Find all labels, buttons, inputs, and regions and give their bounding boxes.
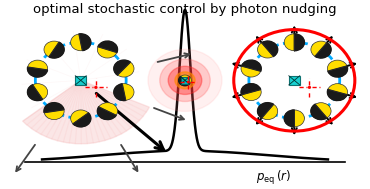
- Wedge shape: [328, 66, 347, 77]
- Bar: [75, 76, 86, 85]
- Circle shape: [327, 60, 347, 77]
- Circle shape: [160, 59, 210, 101]
- Circle shape: [97, 103, 118, 120]
- Circle shape: [311, 103, 331, 120]
- Circle shape: [114, 84, 134, 101]
- Circle shape: [327, 84, 347, 101]
- Wedge shape: [284, 110, 294, 127]
- Wedge shape: [315, 43, 331, 58]
- Circle shape: [44, 103, 64, 120]
- Circle shape: [148, 49, 222, 111]
- Wedge shape: [311, 104, 327, 120]
- Circle shape: [27, 84, 48, 101]
- Circle shape: [179, 75, 191, 85]
- Circle shape: [258, 103, 278, 120]
- Circle shape: [188, 81, 189, 83]
- Circle shape: [258, 41, 278, 58]
- Circle shape: [168, 66, 202, 94]
- Circle shape: [241, 84, 261, 101]
- Wedge shape: [49, 42, 64, 58]
- Circle shape: [27, 60, 48, 77]
- Wedge shape: [242, 60, 261, 71]
- Wedge shape: [258, 103, 273, 118]
- Circle shape: [284, 110, 305, 127]
- Wedge shape: [44, 103, 64, 113]
- Wedge shape: [79, 34, 91, 51]
- Wedge shape: [114, 60, 130, 75]
- Wedge shape: [262, 41, 278, 56]
- Bar: [181, 77, 189, 84]
- Bar: [289, 76, 300, 85]
- Wedge shape: [98, 41, 118, 53]
- Text: $p_\mathrm{eq}\,(r)$: $p_\mathrm{eq}\,(r)$: [256, 169, 291, 187]
- Circle shape: [241, 60, 261, 77]
- Wedge shape: [294, 34, 305, 51]
- Circle shape: [114, 60, 134, 77]
- Wedge shape: [27, 85, 43, 101]
- Wedge shape: [179, 77, 189, 86]
- Wedge shape: [73, 113, 91, 127]
- Circle shape: [44, 41, 64, 58]
- Circle shape: [182, 78, 188, 83]
- Circle shape: [179, 75, 191, 86]
- Circle shape: [71, 34, 91, 51]
- Circle shape: [311, 41, 331, 58]
- Wedge shape: [23, 80, 149, 144]
- Circle shape: [95, 87, 97, 88]
- Circle shape: [175, 72, 195, 89]
- Wedge shape: [114, 84, 126, 101]
- Text: optimal stochastic control by photon nudging: optimal stochastic control by photon nud…: [33, 3, 337, 16]
- Circle shape: [71, 110, 91, 127]
- Circle shape: [97, 41, 118, 58]
- Circle shape: [309, 87, 310, 88]
- Wedge shape: [97, 107, 116, 120]
- Circle shape: [284, 34, 305, 51]
- Wedge shape: [241, 84, 261, 95]
- Wedge shape: [27, 67, 47, 77]
- Wedge shape: [327, 90, 347, 101]
